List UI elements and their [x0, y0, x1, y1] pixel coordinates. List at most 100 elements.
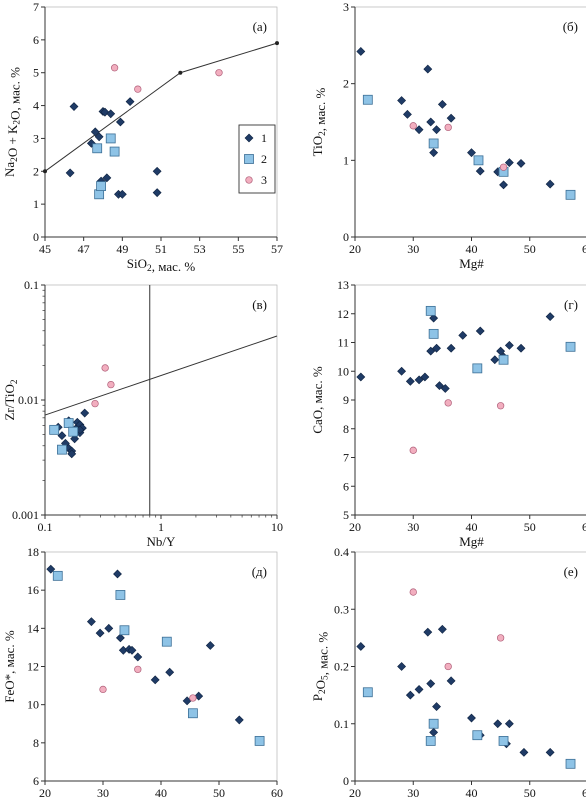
data-point: [444, 399, 452, 407]
series-2: [425, 305, 576, 374]
data-point: [70, 434, 80, 444]
data-point: [472, 730, 483, 741]
data-point: [498, 354, 509, 365]
data-point: [409, 446, 417, 454]
data-point: [161, 636, 172, 647]
y-tick-label: 7: [343, 451, 349, 465]
panel-label: (г): [564, 297, 578, 312]
data-point: [426, 346, 436, 356]
data-point: [152, 166, 162, 176]
x-tick-label: 50: [524, 520, 536, 534]
y-tick-label: 2: [343, 77, 349, 91]
data-point: [432, 125, 441, 135]
y-tick-label: 2: [33, 164, 39, 178]
data-point: [435, 381, 444, 391]
series-1: [65, 97, 162, 199]
series-1: [46, 564, 244, 725]
data-point: [150, 675, 160, 685]
series-3: [409, 122, 508, 171]
y-tick-label: 1: [343, 153, 349, 167]
data-point: [362, 94, 373, 105]
data-point: [356, 47, 366, 56]
x-axis-title: Mg#: [459, 256, 484, 271]
x-tick-label: 60: [582, 786, 586, 800]
data-point: [499, 163, 508, 171]
y-tick-label: 0.2: [334, 660, 349, 674]
chart-panel-4: 20 30 40 50 60 5 6 7 8 9 10 11 12 13 Mg# CaO, мас. % (г): [310, 278, 586, 549]
series-3: [99, 665, 197, 702]
x-tick-label: 60: [582, 520, 586, 534]
y-tick-label: 0.1: [334, 717, 349, 731]
reference-vertex: [178, 70, 183, 75]
data-point: [519, 747, 529, 757]
data-point: [397, 366, 407, 376]
x-tick-label: 45: [39, 242, 51, 256]
y-tick-label: 6: [33, 33, 39, 47]
x-tick-label: 30: [407, 242, 419, 256]
data-point: [493, 719, 503, 729]
data-point: [125, 97, 135, 107]
data-point: [119, 625, 130, 636]
data-point: [545, 179, 555, 189]
data-point: [63, 418, 74, 428]
data-point: [437, 99, 447, 109]
y-tick-label: 16: [27, 583, 39, 597]
data-point: [565, 758, 576, 769]
data-point: [428, 138, 439, 149]
data-point: [446, 113, 456, 123]
data-point: [414, 684, 424, 694]
y-tick-label: 14: [27, 621, 39, 635]
data-point: [107, 380, 115, 389]
data-point: [545, 747, 555, 757]
data-point: [92, 143, 103, 154]
data-point: [52, 570, 63, 581]
data-point: [96, 181, 106, 191]
series-3: [409, 588, 505, 671]
data-point: [496, 402, 505, 410]
y-tick-label: 5: [33, 66, 39, 80]
y-tick-label: 0.01: [18, 393, 39, 407]
x-tick-label: 1: [158, 520, 164, 534]
data-point: [467, 713, 476, 723]
reference-line: [44, 335, 278, 416]
series-3: [110, 64, 223, 93]
data-point: [69, 102, 79, 111]
data-point: [565, 341, 576, 352]
data-point: [362, 687, 373, 698]
data-point: [440, 384, 450, 393]
y-tick-label: 10: [337, 364, 349, 378]
chart-panel-2: 20 30 40 50 60 0 1 2 3 Mg# TiO2, мас. % (б): [310, 0, 586, 271]
data-point: [437, 624, 447, 634]
data-point: [105, 133, 116, 144]
data-point: [117, 189, 127, 199]
panel-label: (д): [252, 564, 267, 579]
y-tick-label: 0.3: [334, 602, 349, 616]
data-point: [356, 642, 366, 651]
data-point: [67, 449, 77, 459]
data-point: [49, 424, 60, 435]
legend-label: 3: [261, 173, 267, 187]
data-point: [403, 109, 412, 119]
data-point: [115, 590, 126, 600]
data-point: [409, 122, 417, 130]
data-point: [189, 694, 197, 702]
data-point: [429, 148, 439, 158]
x-tick-label: 60: [271, 786, 283, 800]
x-tick-label: 20: [349, 520, 361, 534]
y-axis-title: Na2O + K2O, мас. %: [2, 67, 23, 177]
data-point: [499, 180, 508, 190]
data-point: [425, 305, 436, 316]
data-point: [545, 312, 555, 322]
data-point: [115, 117, 125, 127]
x-tick-label: 40: [466, 520, 478, 534]
circle-icon: [245, 176, 253, 184]
x-tick-label: 40: [155, 786, 167, 800]
series-2: [52, 570, 265, 746]
data-point: [475, 166, 485, 176]
diamond-icon: [244, 133, 254, 143]
x-tick-label: 47: [78, 242, 90, 256]
data-point: [458, 330, 468, 340]
data-point: [516, 343, 526, 353]
